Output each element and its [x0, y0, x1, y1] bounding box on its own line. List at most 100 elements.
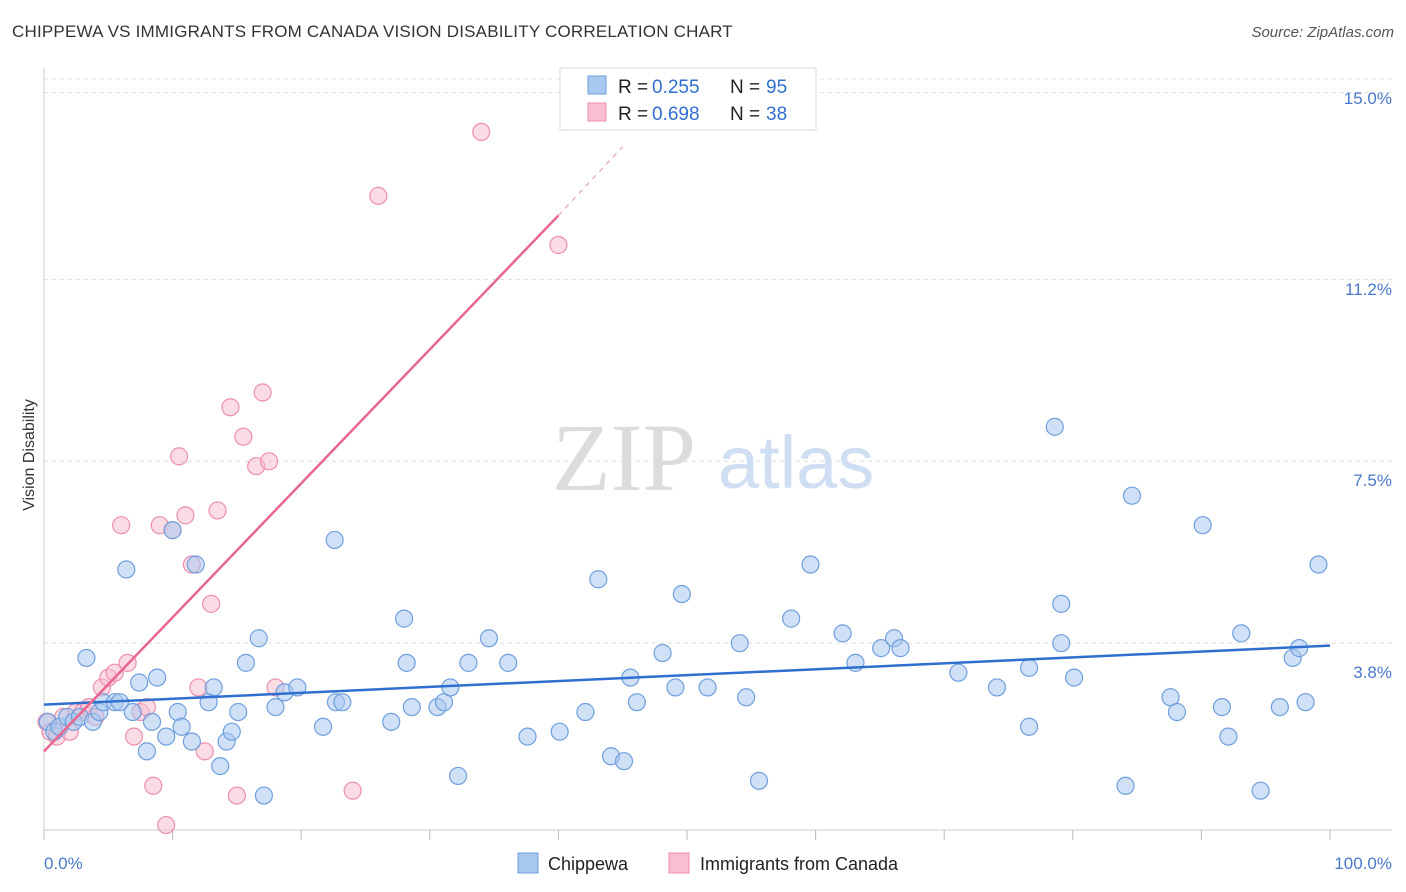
chippewa-point-22 [182, 732, 201, 751]
bottom-legend-swatch-chippewa [517, 852, 539, 874]
x-tick-marks [43, 830, 1331, 840]
legend-n-label-1: N = [730, 77, 760, 98]
chippewa-point-33 [266, 697, 285, 717]
y-tick-label-15: 15.0% [1344, 89, 1392, 108]
chippewa-point-15 [137, 742, 156, 761]
chippewa-point-39 [325, 530, 344, 550]
chippewa-point-74 [987, 678, 1007, 697]
bottom-legend-label-chippewa: Chippewa [548, 854, 629, 874]
legend-n-value-1: 95 [766, 77, 787, 98]
chippewa-point-6 [77, 648, 96, 668]
x-tick-label-min: 0.0% [44, 854, 83, 873]
chippewa-point-63 [730, 634, 749, 653]
chippewa-point-31 [249, 629, 268, 648]
chippewa-point-56 [614, 752, 634, 771]
chippewa-point-80 [1045, 417, 1064, 436]
chippewa-point-77 [1052, 634, 1071, 653]
chippewa-point-94 [1309, 555, 1328, 574]
chippewa-point-51 [518, 727, 537, 746]
canada-point-14 [124, 727, 144, 746]
chippewa-point-30 [236, 653, 256, 672]
legend-n-label-2: N = [730, 104, 760, 125]
chippewa-point-58 [627, 693, 646, 712]
chippewa-point-25 [204, 678, 223, 697]
legend-box: R = 0.255 N = 95 R = 0.698 N = 38 [559, 67, 817, 131]
watermark-zip: ZIP [552, 404, 696, 511]
y-axis-label: Vision Disability [21, 399, 38, 511]
legend-n-value-2: 38 [766, 104, 787, 125]
chippewa-point-50 [499, 653, 518, 672]
legend-r-value-1: 0.255 [652, 77, 700, 98]
chippewa-point-21 [172, 717, 191, 736]
chippewa-point-54 [589, 570, 608, 589]
chippewa-point-66 [782, 609, 801, 628]
chippewa-point-84 [1167, 702, 1187, 722]
chippewa-point-90 [1270, 697, 1289, 717]
chippewa-point-40 [382, 712, 401, 731]
chippewa-point-19 [163, 521, 182, 540]
canada-point-30 [234, 427, 253, 446]
chippewa-point-14 [130, 673, 149, 692]
canada-point-28 [221, 398, 240, 417]
canada-point-37 [472, 122, 491, 142]
bottom-legend: Chippewa Immigrants from Canada [517, 852, 899, 874]
chippewa-point-53 [576, 702, 595, 722]
chippewa-point-88 [1232, 624, 1251, 643]
bottom-legend-label-canada: Immigrants from Canada [700, 854, 899, 874]
canada-point-19 [157, 815, 176, 835]
chippewa-point-68 [833, 624, 852, 643]
legend-swatch-canada [587, 102, 607, 122]
chippewa-point-48 [459, 653, 478, 672]
chippewa-point-42 [397, 653, 416, 672]
y-tick-label-11-2: 11.2% [1345, 280, 1392, 299]
chippewa-point-73 [949, 663, 968, 682]
chart-title: CHIPPEWA VS IMMIGRANTS FROM CANADA VISIO… [12, 22, 733, 41]
canada-point-17 [144, 776, 163, 795]
x-tick-label-max: 100.0% [1334, 854, 1392, 873]
canada-point-12 [112, 516, 131, 535]
canada-point-26 [202, 594, 221, 613]
chippewa-point-28 [222, 722, 241, 741]
canada-point-25 [195, 742, 214, 761]
canada-point-27 [208, 501, 227, 520]
chippewa-point-87 [1219, 727, 1238, 746]
chippewa-point-38 [333, 693, 352, 712]
bottom-legend-swatch-canada [668, 852, 690, 874]
chippewa-point-36 [313, 717, 333, 736]
trend-line-canada [43, 214, 560, 753]
chippewa-point-62 [698, 678, 717, 697]
chippewa-point-72 [891, 639, 910, 658]
chippewa-point-18 [157, 727, 176, 746]
legend-r-label-2: R = [618, 104, 648, 125]
chippewa-point-61 [672, 584, 691, 604]
chippewa-point-26 [211, 756, 230, 776]
chippewa-point-79 [1064, 668, 1084, 687]
chippewa-point-32 [254, 786, 274, 805]
trend-line-chippewa [43, 644, 1331, 706]
chippewa-point-12 [117, 560, 136, 579]
canada-point-38 [549, 235, 568, 255]
y-tick-label-3-8: 3.8% [1353, 663, 1392, 682]
chippewa-point-23 [186, 555, 205, 574]
chippewa-point-41 [394, 609, 414, 628]
watermark-atlas: atlas [718, 421, 874, 504]
chippewa-point-81 [1116, 776, 1135, 795]
chippewa-point-29 [229, 702, 248, 722]
chippewa-point-65 [749, 771, 769, 790]
legend-r-value-2: 0.698 [652, 104, 700, 125]
gridlines [44, 78, 1392, 644]
canada-point-35 [343, 781, 362, 800]
canada-point-22 [176, 506, 195, 525]
canada-point-32 [253, 383, 272, 402]
chippewa-point-78 [1052, 594, 1071, 613]
trend-line-canada-extension [557, 146, 624, 216]
chippewa-point-60 [666, 678, 685, 697]
chippewa-point-17 [148, 668, 167, 687]
chippewa-point-13 [123, 702, 142, 722]
chippewa-point-59 [653, 643, 672, 663]
canada-point-11 [105, 663, 124, 682]
legend-swatch-chippewa [587, 75, 607, 95]
chippewa-point-64 [737, 688, 756, 707]
chippewa-point-76 [1019, 658, 1039, 677]
